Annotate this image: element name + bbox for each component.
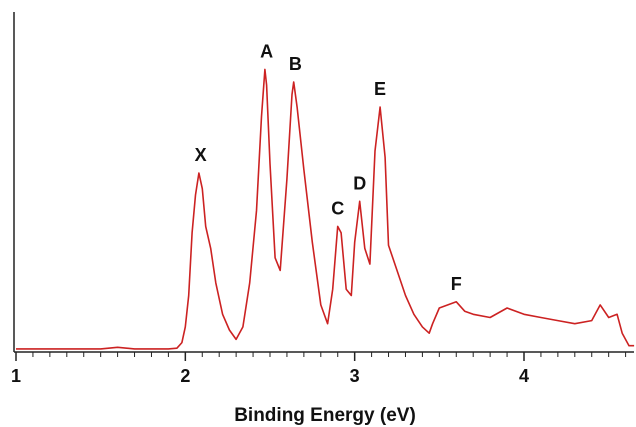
x-tick-label: 4 xyxy=(519,366,529,386)
peak-label: E xyxy=(374,79,386,99)
peak-label: B xyxy=(289,54,302,74)
peak-labels: X AB CD E F xyxy=(195,41,462,293)
spectrum-series-line xyxy=(16,68,635,350)
x-tick-label: 3 xyxy=(350,366,360,386)
peak-label: F xyxy=(451,274,462,294)
chart-axes: 1 2 3 4 xyxy=(11,12,634,386)
x-tick-label: 2 xyxy=(180,366,190,386)
peak-label: X xyxy=(195,145,207,165)
x-tick-label: 1 xyxy=(11,366,21,386)
x-axis-label: Binding Energy (eV) xyxy=(234,405,416,426)
peak-label: D xyxy=(353,173,366,193)
peak-label: A xyxy=(260,41,273,61)
peak-label: C xyxy=(331,198,344,218)
